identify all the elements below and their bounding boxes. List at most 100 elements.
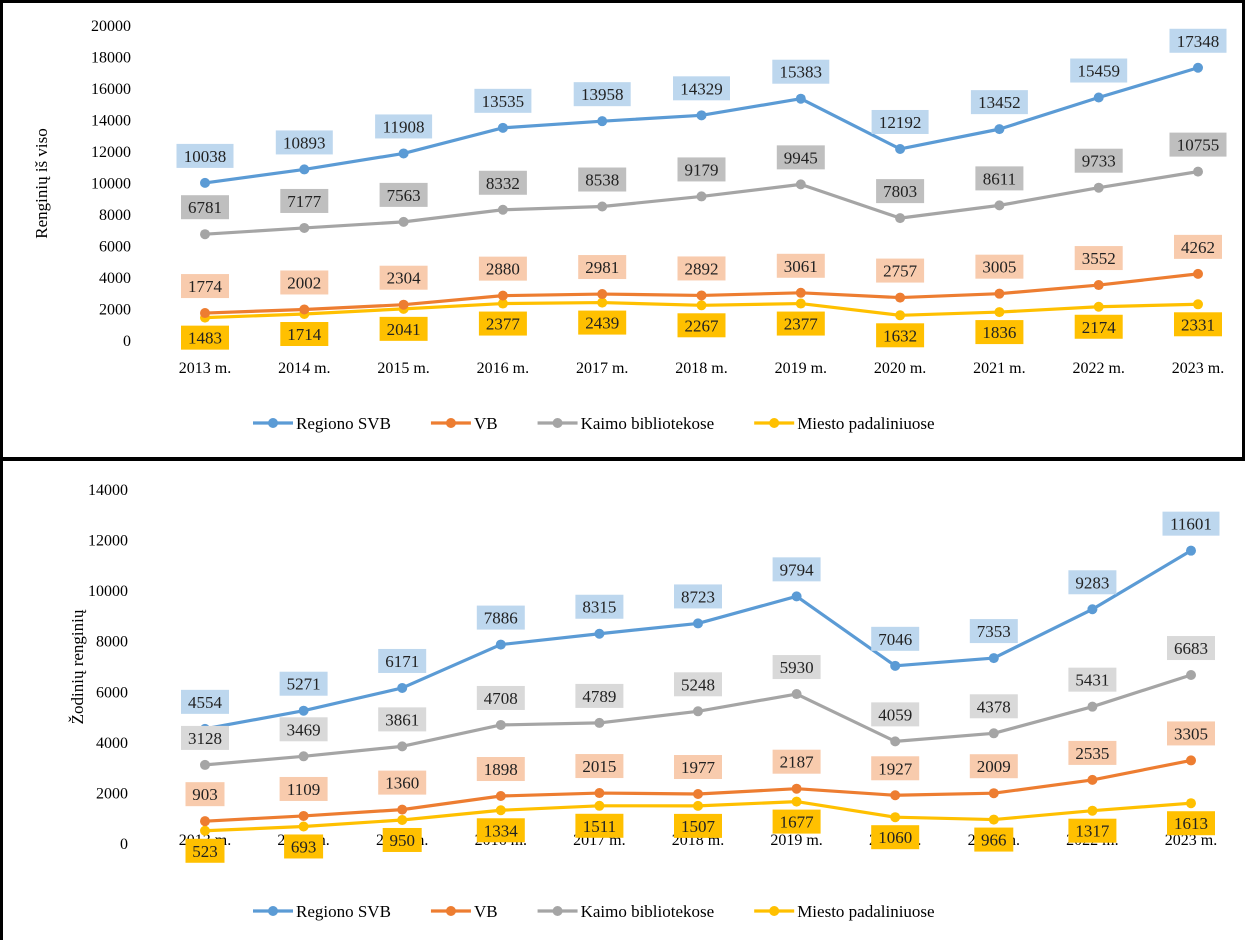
y-tick-label: 2000 <box>99 302 131 319</box>
data-label-bg-vb <box>575 754 624 779</box>
data-label-miesto-padaliniuose: 2041 <box>387 320 421 339</box>
y-tick-label: 2000 <box>96 785 128 802</box>
x-tick-label: 2023 m. <box>1165 832 1217 849</box>
data-label-miesto-padaliniuose: 1714 <box>287 325 322 344</box>
data-label-kaimo-bibliotekose: 5248 <box>681 675 715 694</box>
data-label-bg-regiono-svb <box>674 584 722 609</box>
data-label-bg-miesto-padaliniuose <box>674 813 722 838</box>
data-point-regiono-svb <box>497 122 508 133</box>
x-tick-label: 2018 m. <box>675 360 727 377</box>
y-tick-label: 20000 <box>91 18 131 35</box>
data-label-miesto-padaliniuose: 950 <box>389 831 415 850</box>
data-label-bg-regiono-svb <box>275 130 333 155</box>
line-chart-verbal-events: Žodinių renginių 0 2000 4000 6000 8000 10000 12… <box>68 482 1220 921</box>
y-axis-label: Žodinių renginių <box>68 609 87 724</box>
data-point-miesto-padaliniuose <box>895 310 906 321</box>
data-label-vb: 4262 <box>1181 238 1215 257</box>
data-point-kaimo-bibliotekose <box>200 759 210 770</box>
data-label-miesto-padaliniuose: 1507 <box>681 817 716 836</box>
data-label-bg-vb <box>476 757 525 782</box>
data-label-bg-miesto-padaliniuose <box>974 827 1014 852</box>
data-label-bg-regiono-svb <box>181 689 229 714</box>
data-point-miesto-padaliniuose <box>497 298 508 309</box>
data-point-miesto-padaliniuose <box>791 796 802 807</box>
data-label-bg-miesto-padaliniuose <box>575 813 624 838</box>
data-label-bg-miesto-padaliniuose <box>1074 314 1123 339</box>
data-label-vb: 2187 <box>780 753 815 772</box>
data-point-vb <box>693 789 703 800</box>
data-point-vb <box>495 791 506 802</box>
data-label-bg-regiono-svb <box>474 88 532 113</box>
x-tick-label: 2020 m. <box>874 360 926 377</box>
data-label-bg-kaimo-bibliotekose <box>476 685 525 710</box>
data-point-kaimo-bibliotekose <box>495 719 506 730</box>
data-label-bg-miesto-padaliniuose <box>578 310 627 335</box>
y-tick-label: 8000 <box>96 634 128 651</box>
data-label-bg-regiono-svb <box>176 143 234 168</box>
data-label-bg-miesto-padaliniuose <box>379 316 428 341</box>
data-label-bg-vb <box>185 782 225 807</box>
data-label-kaimo-bibliotekose: 8332 <box>486 174 520 193</box>
y-axis-label: Renginių iš viso <box>32 128 51 239</box>
data-label-bg-vb <box>1167 721 1215 746</box>
data-label-bg-kaimo-bibliotekose <box>674 672 722 697</box>
data-label-vb: 1927 <box>878 759 913 778</box>
legend-marker-vb <box>445 906 456 916</box>
data-point-kaimo-bibliotekose <box>890 736 901 747</box>
chart-panel-total-events: Renginių iš viso 0 2000 4000 6000 8000 10000 12… <box>0 0 1245 460</box>
data-point-regiono-svb <box>299 164 310 175</box>
y-tick-label: 10000 <box>91 176 131 193</box>
data-label-kaimo-bibliotekose: 6781 <box>188 198 222 217</box>
data-label-regiono-svb: 17348 <box>1177 32 1220 51</box>
legend-item-miesto-padaliniuose: Miesto padaliniuose <box>754 414 935 433</box>
data-label-miesto-padaliniuose: 523 <box>192 842 218 861</box>
data-point-vb <box>299 304 310 315</box>
data-label-bg-regiono-svb <box>871 109 929 134</box>
data-label-vb: 1360 <box>385 774 419 793</box>
data-label-vb: 2981 <box>585 258 619 277</box>
data-label-bg-kaimo-bibliotekose <box>280 188 329 213</box>
data-label-miesto-padaliniuose: 2267 <box>685 316 720 335</box>
legend-marker-kaimo-bibliotekose <box>552 418 563 428</box>
legend-label-kaimo-bibliotekose: Kaimo bibliotekose <box>581 414 715 433</box>
data-point-regiono-svb <box>495 639 506 650</box>
data-point-miesto-padaliniuose <box>495 805 506 816</box>
data-point-regiono-svb <box>1186 545 1196 556</box>
data-point-vb <box>398 299 409 310</box>
data-label-bg-vb <box>776 253 825 278</box>
data-label-miesto-padaliniuose: 2174 <box>1082 318 1117 337</box>
data-label-vb: 2892 <box>685 259 719 278</box>
data-point-miesto-padaliniuose <box>890 812 901 823</box>
data-label-regiono-svb: 13452 <box>978 93 1021 112</box>
data-label-bg-vb <box>871 756 920 781</box>
legend-item-kaimo-bibliotekose: Kaimo bibliotekose <box>537 414 715 433</box>
legend-marker-vb <box>445 418 456 428</box>
y-tick-label: 0 <box>123 333 131 350</box>
data-label-bg-regiono-svb <box>970 90 1028 115</box>
data-label-bg-regiono-svb <box>1068 570 1117 595</box>
data-label-bg-kaimo-bibliotekose <box>772 655 821 680</box>
data-label-regiono-svb: 11601 <box>1170 515 1212 534</box>
data-point-vb <box>1093 280 1104 291</box>
data-label-kaimo-bibliotekose: 5431 <box>1075 671 1109 690</box>
data-label-vb: 1109 <box>287 780 320 799</box>
data-label-regiono-svb: 8315 <box>582 598 616 617</box>
data-label-bg-vb <box>674 755 722 780</box>
data-label-bg-vb <box>876 258 925 283</box>
data-label-regiono-svb: 7046 <box>878 630 912 649</box>
data-label-bg-kaimo-bibliotekose <box>478 170 527 195</box>
data-point-regiono-svb <box>1093 92 1104 103</box>
data-point-miesto-padaliniuose <box>1087 805 1098 816</box>
data-point-regiono-svb <box>994 124 1005 135</box>
data-label-bg-regiono-svb <box>1070 58 1128 83</box>
legend-marker-kaimo-bibliotekose <box>552 906 563 916</box>
data-label-bg-vb <box>379 265 428 290</box>
data-point-kaimo-bibliotekose <box>200 229 210 240</box>
data-label-regiono-svb: 7353 <box>977 622 1011 641</box>
y-tick-label: 6000 <box>96 684 128 701</box>
data-label-miesto-padaliniuose: 1677 <box>780 813 815 832</box>
data-label-regiono-svb: 6171 <box>385 652 419 671</box>
data-point-vb <box>696 290 707 301</box>
x-tick-label: 2017 m. <box>576 360 628 377</box>
data-point-vb <box>795 287 806 298</box>
